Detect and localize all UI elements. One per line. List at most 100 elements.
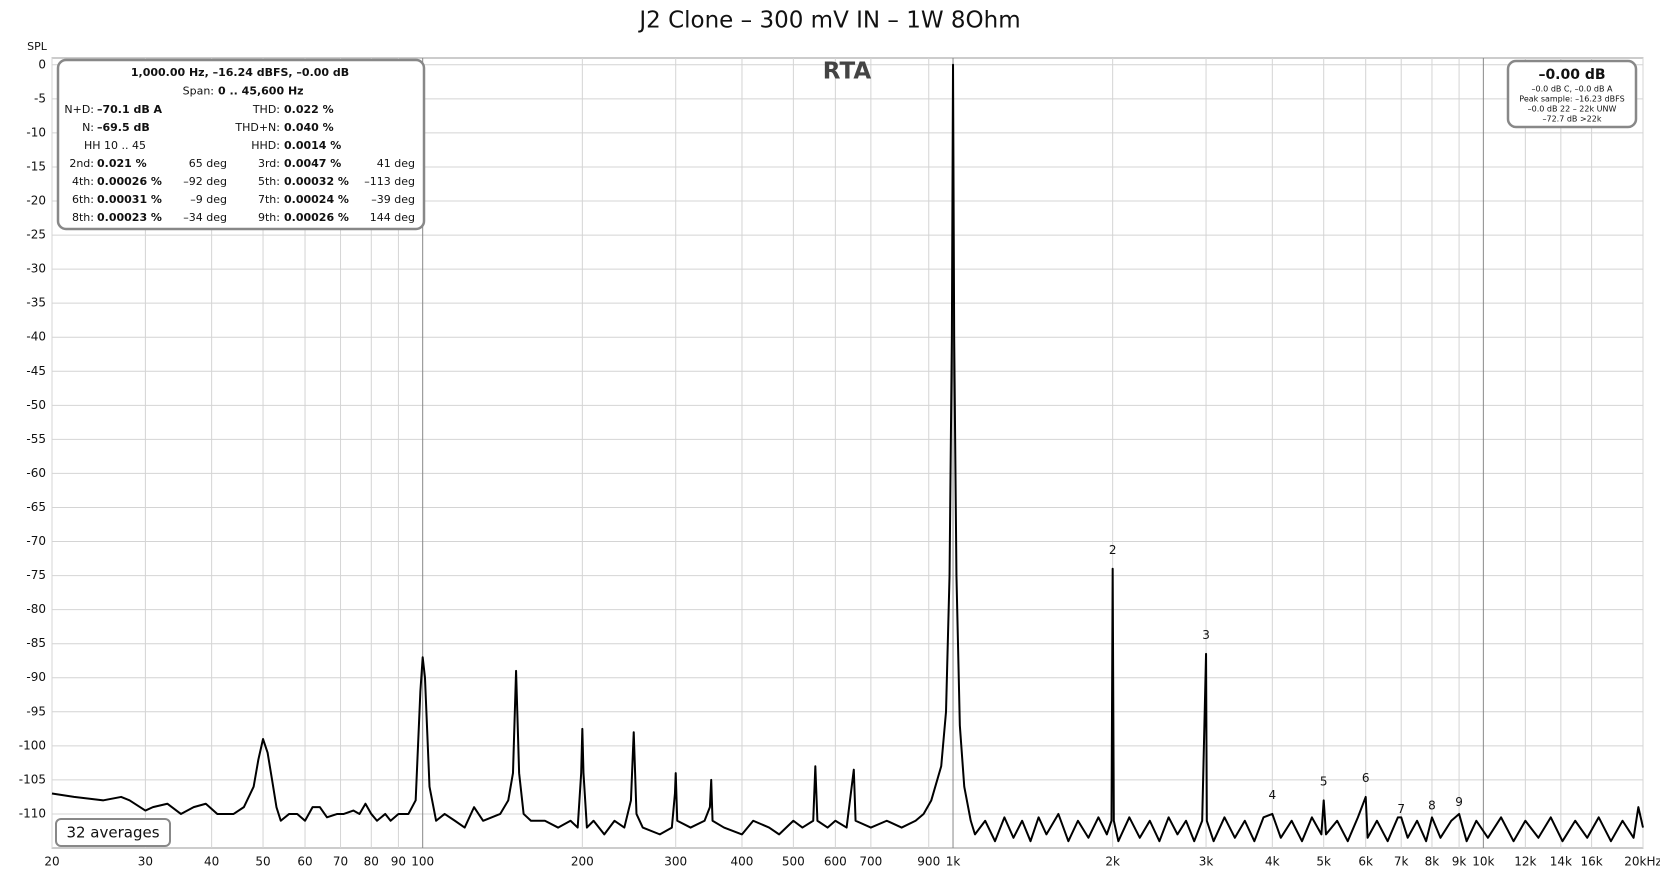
info-l1: N: — [82, 121, 94, 134]
info-d1: –9 deg — [190, 193, 227, 206]
y-tick-label: -110 — [19, 806, 46, 820]
info-v2: 0.040 % — [284, 121, 334, 134]
y-tick-label: -60 — [26, 466, 46, 480]
grid — [51, 58, 1644, 848]
info-d1: –92 deg — [183, 175, 227, 188]
x-tick-label: 7k — [1394, 855, 1409, 869]
x-tick-label: 200 — [571, 855, 594, 869]
x-tick-label: 3k — [1199, 855, 1214, 869]
harmonic-label: 4 — [1268, 788, 1276, 802]
y-tick-label: -45 — [26, 364, 46, 378]
x-tick-label: 600 — [824, 855, 847, 869]
info-l2: 7th: — [258, 193, 280, 206]
x-tick-label: 70 — [333, 855, 348, 869]
span-value: 0 .. 45,600 Hz — [218, 85, 304, 98]
y-tick-label: -65 — [26, 500, 46, 514]
span-label: Span: — [183, 85, 214, 98]
y-tick-label: -95 — [26, 704, 46, 718]
level-value: –0.00 dB — [1538, 67, 1605, 83]
harmonic-label: 3 — [1202, 628, 1210, 642]
info-v1: 0.021 % — [97, 157, 147, 170]
plot-label: RTA — [823, 59, 872, 85]
info-text: 1,000.00 Hz, –16.24 dBFS, –0.00 dB Span:… — [64, 66, 415, 224]
y-tick-label: -105 — [19, 772, 46, 786]
y-tick-label: -90 — [26, 670, 46, 684]
x-tick-label: 30 — [138, 855, 153, 869]
harmonic-label: 9 — [1455, 795, 1463, 809]
info-l1: 4th: — [72, 175, 94, 188]
info-d2: 144 deg — [370, 211, 415, 224]
x-tick-label: 14k — [1550, 855, 1572, 869]
x-tick-label: 40 — [204, 855, 219, 869]
info-v2: 0.022 % — [284, 103, 334, 116]
x-tick-label: 100 — [411, 855, 434, 869]
y-tick-label: -55 — [26, 432, 46, 446]
level-line: –0.0 dB 22 – 22k UNW — [1528, 105, 1617, 114]
level-panel — [1506, 59, 1638, 129]
level-line: –0.0 dB C, –0.0 dB A — [1532, 85, 1613, 94]
spectrum-line — [51, 63, 1644, 843]
info-header: 1,000.00 Hz, –16.24 dBFS, –0.00 dB — [131, 66, 349, 79]
info-d2: 41 deg — [377, 157, 415, 170]
y-tick-label: -80 — [26, 602, 46, 616]
x-tick-label: 16k — [1580, 855, 1602, 869]
harmonic-label: 6 — [1362, 771, 1370, 785]
info-v2: 0.0014 % — [284, 139, 341, 152]
info-v1: 0.00026 % — [97, 175, 162, 188]
x-tick-label: 700 — [859, 855, 882, 869]
harmonic-label: 7 — [1397, 802, 1405, 816]
info-t1: HH 10 .. 45 — [84, 139, 146, 152]
x-tick-label: 20kHz — [1624, 855, 1660, 869]
y-tick-label: -40 — [26, 330, 46, 344]
x-tick-label: 10k — [1472, 855, 1494, 869]
averages-box — [55, 818, 171, 847]
level-line: Peak sample: –16.23 dBFS — [1519, 95, 1624, 104]
info-v2: 0.0047 % — [284, 157, 341, 170]
info-l2: 5th: — [258, 175, 280, 188]
x-tick-label: 60 — [297, 855, 312, 869]
x-tick-label: 12k — [1514, 855, 1536, 869]
y-axis-label: SPL — [27, 40, 48, 53]
harmonic-label: 8 — [1428, 798, 1436, 812]
y-tick-label: -5 — [34, 91, 46, 105]
averages-label: 32 averages — [66, 824, 159, 842]
x-tick-label: 900 — [917, 855, 940, 869]
y-tick-label: -85 — [26, 636, 46, 650]
y-tick-label: -30 — [26, 262, 46, 276]
x-tick-label: 400 — [731, 855, 754, 869]
x-tick-label: 300 — [664, 855, 687, 869]
info-v1: 0.00031 % — [97, 193, 162, 206]
x-tick-label: 8k — [1425, 855, 1440, 869]
y-tick-label: -35 — [26, 296, 46, 310]
level-line: –72.7 dB >22k — [1543, 115, 1602, 124]
y-tick-label: -20 — [26, 194, 46, 208]
x-tick-label: 6k — [1358, 855, 1373, 869]
info-v2: 0.00032 % — [284, 175, 349, 188]
x-tick-label: 20 — [44, 855, 59, 869]
info-l2: HHD: — [251, 139, 280, 152]
info-l2: THD+N: — [234, 121, 280, 134]
info-v2: 0.00026 % — [284, 211, 349, 224]
x-tick-label: 5k — [1316, 855, 1331, 869]
info-panel — [56, 58, 426, 231]
info-l1: N+D: — [64, 103, 94, 116]
y-tick-label: 0 — [38, 57, 46, 71]
trace-layer — [51, 63, 1644, 843]
info-v1: –70.1 dB A — [97, 103, 163, 116]
x-tick-label: 50 — [255, 855, 270, 869]
harmonic-label: 2 — [1109, 543, 1117, 557]
info-l2: 3rd: — [258, 157, 280, 170]
info-d1: 65 deg — [189, 157, 227, 170]
info-v1: 0.00023 % — [97, 211, 162, 224]
info-v1: –69.5 dB — [97, 121, 150, 134]
chart-title: J2 Clone – 300 mV IN – 1W 8Ohm — [637, 8, 1020, 34]
y-tick-label: -75 — [26, 568, 46, 582]
y-tick-label: -25 — [26, 228, 46, 242]
y-tick-label: -100 — [19, 738, 46, 752]
info-d2: –39 deg — [371, 193, 415, 206]
y-tick-label: -15 — [26, 159, 46, 173]
info-l1: 8th: — [72, 211, 94, 224]
harmonic-label: 5 — [1320, 775, 1328, 789]
